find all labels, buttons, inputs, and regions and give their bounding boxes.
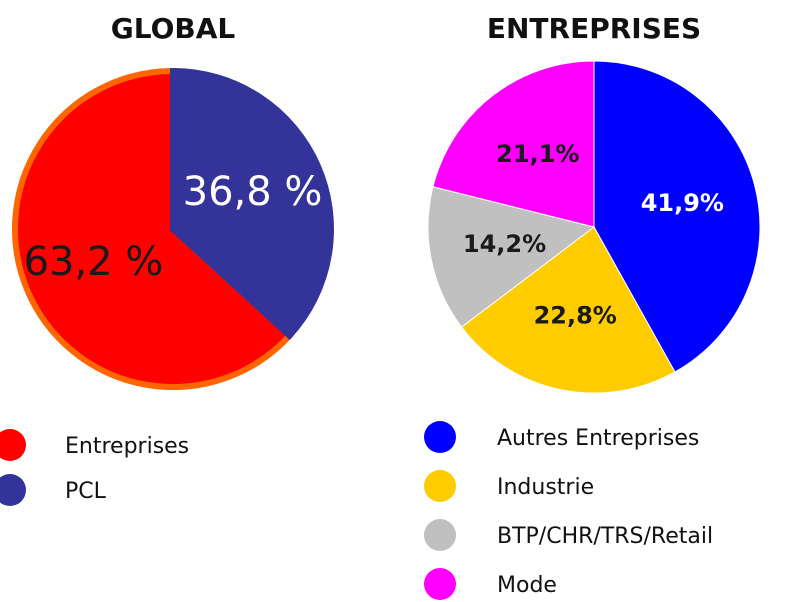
value-label: 41,9% <box>641 189 724 217</box>
pie-slice <box>460 226 676 394</box>
legend-marker <box>424 470 456 502</box>
value-label: 63,2 % <box>24 239 164 285</box>
legend-marker <box>424 421 456 453</box>
value-label: 22,8% <box>534 301 617 329</box>
pie-slice <box>593 60 761 373</box>
chart-title: ENTREPRISES <box>487 12 701 45</box>
legend-label: Entreprises <box>65 434 189 459</box>
legend-marker <box>424 519 456 551</box>
pie-slice <box>170 67 334 340</box>
legend-label: BTP/CHR/TRS/Retail <box>497 524 713 549</box>
value-label: 14,2% <box>463 230 546 258</box>
legend-marker <box>424 568 456 600</box>
legend-label: Mode <box>497 573 557 598</box>
legend-label: PCL <box>65 479 107 504</box>
chart-title: GLOBAL <box>111 12 236 45</box>
legend-label: Industrie <box>497 475 594 500</box>
legend-marker <box>0 429 26 461</box>
value-label: 36,8 % <box>183 169 323 215</box>
value-label: 21,1% <box>496 140 579 168</box>
pie-slice <box>432 60 595 228</box>
pie-slice <box>427 186 596 328</box>
legend-marker <box>0 474 26 506</box>
pie-slice <box>12 67 294 390</box>
legend-label: Autres Entreprises <box>497 426 699 451</box>
